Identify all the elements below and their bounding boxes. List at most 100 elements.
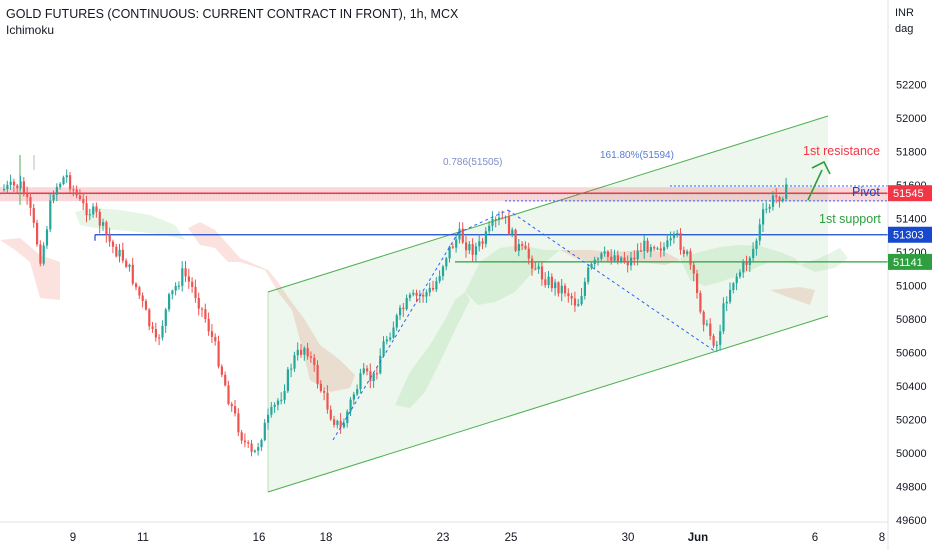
candle-bullish [273,404,276,407]
candle-bullish [168,294,171,310]
candle-bullish [385,339,388,342]
ichimoku-cloud-bullish [680,245,800,286]
candle-bearish [204,309,207,320]
candle-bullish [630,257,633,266]
candle-bearish [306,348,309,357]
candle-bullish [445,258,448,267]
candle-bullish [19,181,22,189]
candle-bearish [108,234,111,242]
candle-bullish [267,414,270,423]
candle-bearish [12,181,16,186]
candle-bearish [432,287,435,290]
candle-bearish [494,219,497,221]
candle-bullish [672,233,676,239]
candle-bearish [550,276,553,289]
candle-bullish [686,251,689,255]
candle-bullish [597,258,600,260]
candle-bullish [257,447,260,451]
ichimoku-cloud-bearish [0,238,60,300]
candle-bullish [484,231,487,244]
indicator-label: Ichimoku [6,23,55,37]
candle-bullish [399,307,402,316]
candle-bullish [554,282,557,289]
candle-bearish [234,406,237,414]
candle-bullish [290,368,293,370]
candle-bullish [392,327,395,338]
candle-bearish [712,335,715,346]
candle-bearish [22,181,25,195]
candle-bearish [653,247,656,249]
y-tick-label: 50000 [896,448,927,460]
candle-bullish [620,257,623,262]
candle-bullish [102,222,105,226]
candle-bearish [326,392,329,410]
candle-bearish [187,276,190,282]
candle-bullish [49,200,52,230]
y-tick-label: 50600 [896,348,927,360]
candle-bearish [207,319,210,332]
y-tick-label: 49800 [896,482,927,494]
ichimoku-cloud-bullish [395,292,470,408]
candle-bearish [451,246,454,248]
candle-bullish [293,355,296,369]
candle-bearish [692,264,695,274]
candle-bearish [567,293,570,296]
candle-bearish [201,308,204,310]
candle-bullish [408,294,412,298]
candle-bullish [537,266,540,270]
candle-bearish [32,207,35,223]
y-tick-label: 52200 [896,80,927,92]
candle-bullish [260,440,263,448]
candle-bullish [303,348,306,355]
candle-bearish [689,251,692,265]
candle-bearish [151,326,154,330]
x-tick-label: 30 [622,532,635,544]
candle-bullish [488,225,491,232]
candle-bearish [521,243,524,246]
candle-bullish [161,325,164,338]
candle-bullish [342,423,346,428]
candle-bearish [531,258,534,269]
candle-bullish [65,175,68,178]
y-tick-label: 51800 [896,147,927,159]
target-arrow-shaft [807,169,823,201]
candle-bearish [775,195,778,198]
ichimoku-cloud-bearish [188,222,355,392]
candle-bearish [131,264,134,284]
candle-bearish [461,228,464,243]
candle-bullish [177,285,181,287]
candle-bearish [778,197,781,201]
candle-bullish [425,292,428,297]
fib-extension-label: 161.80%(51594) [600,150,674,161]
candle-bearish [527,248,530,259]
candle-bearish [121,249,124,261]
candle-bearish [82,199,85,204]
candle-bullish [118,249,121,257]
candle-bearish [616,255,619,262]
candle-bullish [405,297,408,310]
pivot-label: Pivot [852,185,880,199]
candle-bearish [646,240,649,252]
candle-bearish [237,413,240,433]
candle-bullish [45,229,49,246]
candle-bullish [286,369,289,392]
currency-label: INR [895,7,914,19]
candle-bullish [722,303,725,332]
y-tick-label: 50200 [896,415,927,427]
candle-bearish [111,241,115,247]
candle-bullish [92,206,95,215]
candle-bullish [174,285,177,291]
pattern-dashed-line [332,232,459,441]
candle-bullish [517,243,520,251]
candle-bearish [471,244,474,255]
candle-bullish [55,187,58,195]
candle-bullish [478,241,481,247]
candle-bullish [593,259,596,264]
candle-bullish [42,245,45,264]
ichimoku-cloud-bullish [75,208,185,240]
candle-bearish [217,341,220,367]
candle-bullish [580,295,583,305]
channel-lower-line [267,315,829,493]
candle-bullish [474,246,478,255]
